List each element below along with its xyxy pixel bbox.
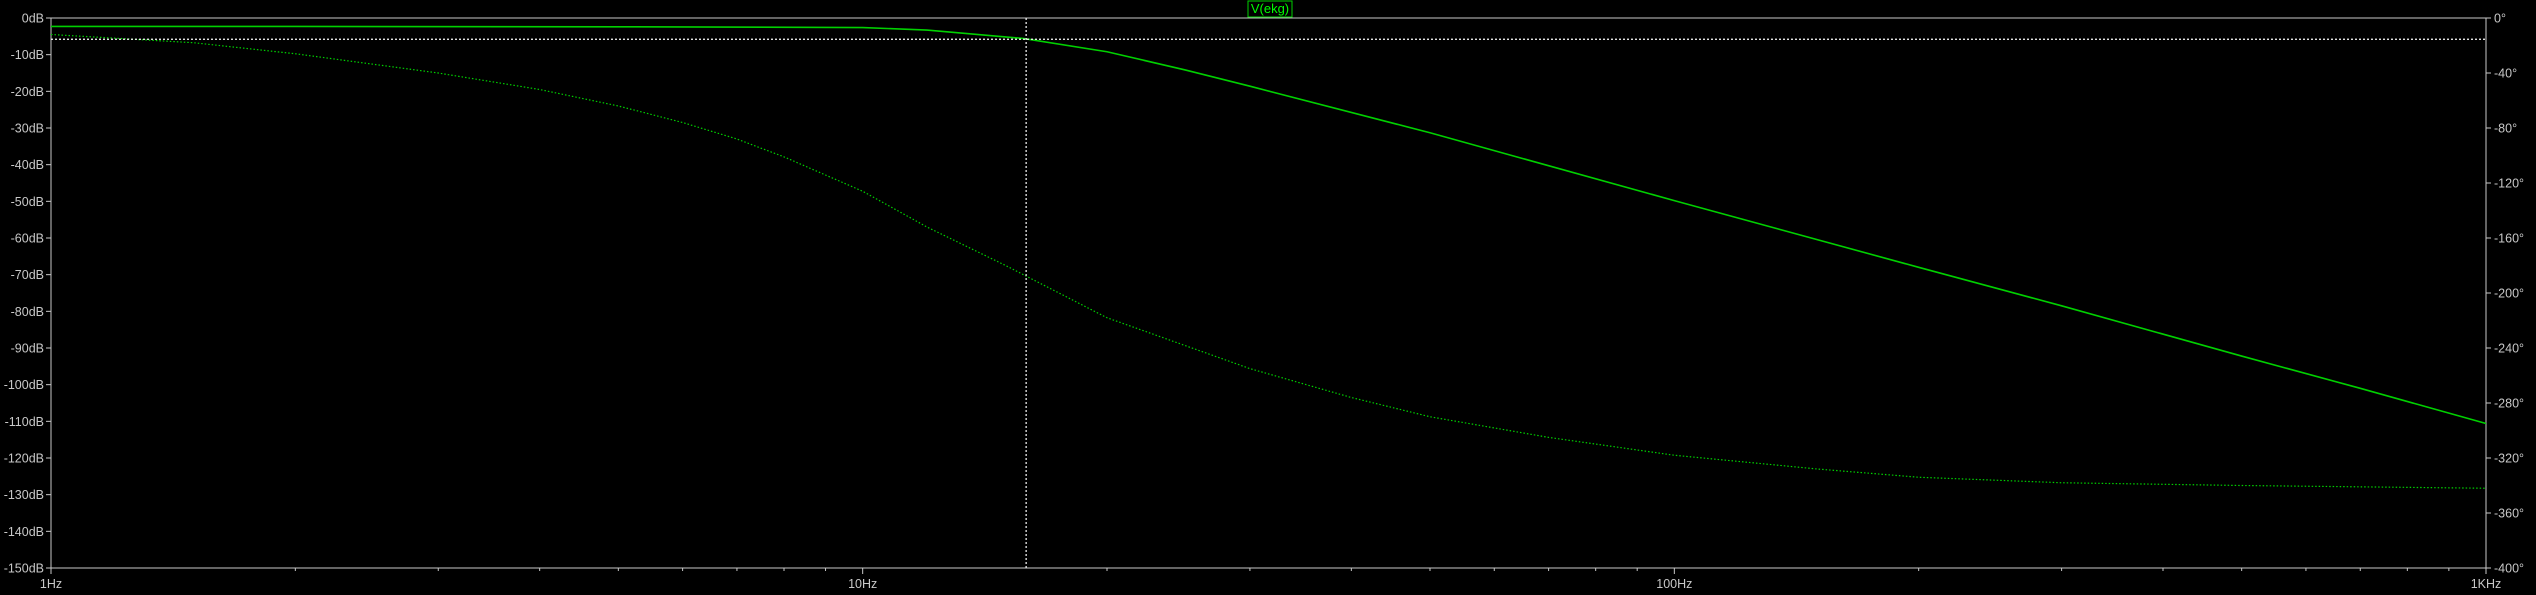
axis-ticks: 0dB -10dB -20dB -30dB -40dB -50dB -60dB -70dB -8… [4, 12, 2524, 592]
left-y-tick-label: -80dB [11, 305, 44, 319]
right-y-tick-label: -280° [2494, 397, 2524, 411]
left-y-tick-label: -90dB [11, 342, 44, 356]
x-tick-label: 100Hz [1656, 577, 1692, 591]
right-y-tick-label: 0° [2494, 12, 2506, 26]
x-tick-label: 10Hz [848, 577, 877, 591]
magnitude-trace [51, 25, 2487, 425]
right-y-tick-label: -360° [2494, 507, 2524, 521]
right-y-tick-label: -160° [2494, 232, 2524, 246]
legend[interactable]: V(ekg) [1247, 0, 1293, 18]
right-y-tick-label: -320° [2494, 452, 2524, 466]
right-y-tick-label: -40° [2494, 67, 2517, 81]
left-y-tick-label: -20dB [11, 85, 44, 99]
left-y-tick-label: -50dB [11, 195, 44, 209]
left-y-tick-label: -100dB [4, 378, 44, 392]
left-y-tick-label: -110dB [5, 415, 44, 429]
left-y-tick-label: 0dB [22, 12, 44, 26]
legend-box[interactable] [1247, 0, 1293, 18]
phase-trace [50, 33, 2487, 489]
cursor-crosshair[interactable] [51, 18, 2486, 568]
left-y-tick-label: -70dB [11, 268, 44, 282]
x-tick-label: 1Hz [40, 577, 62, 591]
left-y-tick-label: -150dB [4, 562, 44, 576]
left-y-tick-label: -130dB [4, 488, 44, 502]
legend-label-v-ekg[interactable]: V(ekg) [1251, 1, 1289, 16]
right-y-tick-label: -120° [2494, 177, 2524, 191]
left-y-tick-label: -40dB [11, 158, 44, 172]
right-y-tick-label: -80° [2494, 122, 2517, 136]
right-y-tick-label: -400° [2494, 562, 2524, 576]
right-y-tick-label: -200° [2494, 287, 2524, 301]
left-y-tick-label: -120dB [4, 452, 44, 466]
x-tick-label: 1KHz [2471, 577, 2502, 591]
left-y-tick-label: -60dB [11, 232, 44, 246]
left-y-tick-label: -10dB [11, 48, 44, 62]
left-y-tick-label: -140dB [4, 525, 44, 539]
left-y-tick-label: -30dB [11, 122, 44, 136]
traces [50, 25, 2487, 489]
right-y-tick-label: -240° [2494, 342, 2524, 356]
